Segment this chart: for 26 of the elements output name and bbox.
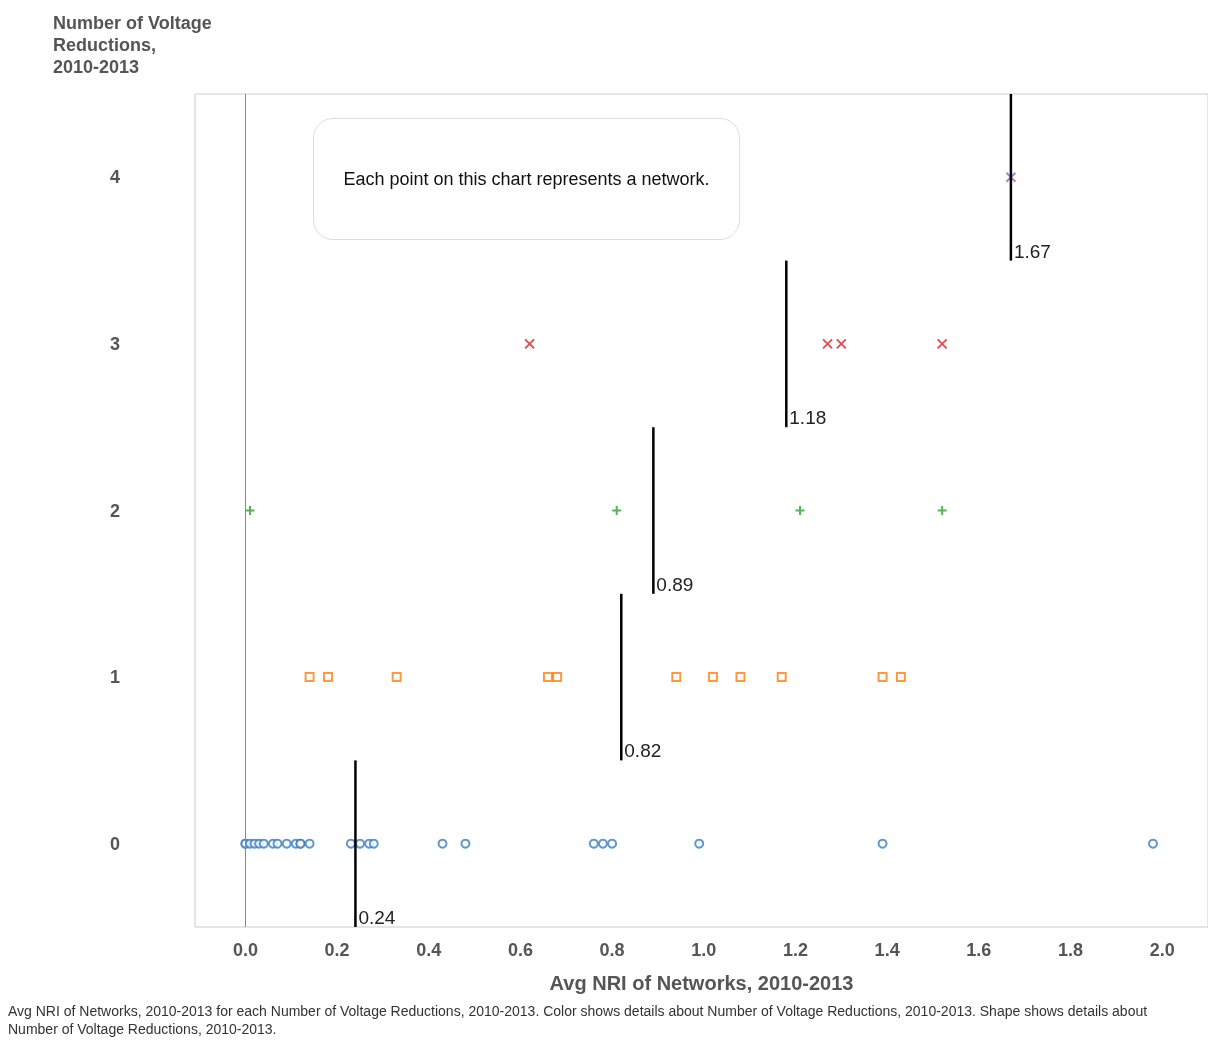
x-tick-label: 0.6 xyxy=(507,940,533,960)
annotation: 0.82 xyxy=(624,740,662,762)
annotation: 0.24 xyxy=(358,907,396,928)
x-tick-label: 0.0 xyxy=(232,940,258,960)
x-tick-label: 1.4 xyxy=(874,940,900,960)
y-tick-label: 3 xyxy=(109,333,121,354)
y-tick-label: 0 xyxy=(109,833,121,854)
x-tick-label: 0.4 xyxy=(416,940,442,960)
x-tick-label: 0.8 xyxy=(599,940,625,960)
x-tick-label: 1.6 xyxy=(966,940,992,960)
x-tick-label: 1.8 xyxy=(1057,940,1083,960)
annotation: 0.89 xyxy=(656,573,694,595)
callout-box: Each point on this chart represents a network. xyxy=(313,118,740,240)
annotation: 1.67 xyxy=(1013,240,1051,262)
annotation: 1.18 xyxy=(789,407,827,429)
x-tick-label: 2.0 xyxy=(1149,940,1175,960)
y-tick-label: 4 xyxy=(109,167,121,188)
x-tick-label: 0.2 xyxy=(324,940,350,960)
x-tick-label: 1.0 xyxy=(691,940,717,960)
x-axis-title: Avg NRI of Networks, 2010-2013 xyxy=(549,972,854,994)
text: Avg NRI of Networks, 2010-2013 for each Number of Voltage Reductions, 2010-2013. Color shows details about Number of Voltage Reductions, 2010-2013. Shape shows details about Number of Voltage Reductions, 2010-2013. xyxy=(8,1002,1149,1038)
y-tick-label: 2 xyxy=(109,500,121,521)
y-axis-title: Number of Voltage Reductions, 2010-2013 xyxy=(53,13,212,77)
annotation: Each point on this chart represents a network. xyxy=(343,168,710,190)
y-tick-label: 1 xyxy=(109,667,121,688)
x-tick-label: 1.2 xyxy=(782,940,808,960)
